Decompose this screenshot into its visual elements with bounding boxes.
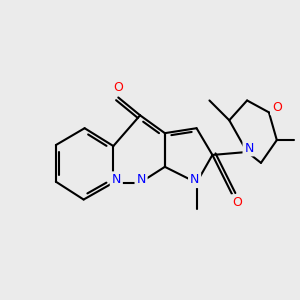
Text: N: N — [112, 173, 121, 186]
Text: N: N — [136, 173, 146, 186]
Text: N: N — [244, 142, 254, 154]
Text: O: O — [113, 81, 123, 94]
Text: N: N — [190, 173, 199, 186]
Text: O: O — [232, 196, 242, 209]
Text: O: O — [272, 101, 282, 114]
